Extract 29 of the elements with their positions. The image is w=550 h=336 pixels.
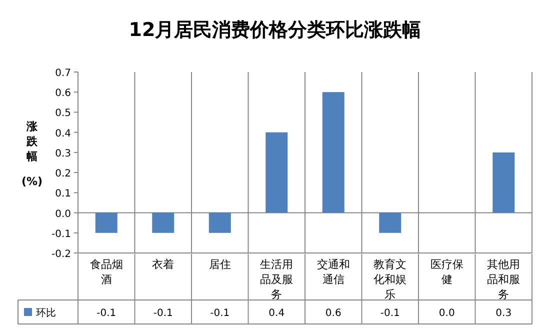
data-label: 0.3 <box>496 308 512 319</box>
data-label: 0.4 <box>268 308 285 319</box>
y-tick-label: 0.1 <box>55 188 71 200</box>
y-tick-label: 0.2 <box>55 168 71 180</box>
x-tick-label: 衣着 <box>152 258 174 271</box>
data-label: 0.6 <box>325 308 342 319</box>
data-label: -0.1 <box>153 308 173 319</box>
y-axis-title: 涨跌幅(%) <box>21 120 43 188</box>
y-tick-label: 0.6 <box>55 88 71 100</box>
data-label: -0.1 <box>96 308 116 319</box>
x-tick-label: 医疗保健 <box>430 258 464 286</box>
x-tick-label: 教育文化和娱乐 <box>374 258 407 301</box>
y-tick-label: 0.3 <box>55 148 71 160</box>
x-tick-label: 居住 <box>208 258 231 271</box>
x-tick-label: 食品烟酒 <box>90 258 123 286</box>
x-tick-label: 其他用品和服务 <box>487 258 520 301</box>
x-tick-label: 生活用品及服务 <box>260 258 294 301</box>
chart-title: 12月居民消费价格分类环比涨跌幅 <box>128 19 422 41</box>
y-tick-label: -0.1 <box>51 228 71 240</box>
y-tick-label: 0.0 <box>55 208 71 220</box>
data-label: -0.1 <box>380 308 400 319</box>
y-tick-label: -0.2 <box>51 249 71 260</box>
data-label: 0.0 <box>438 308 455 319</box>
y-tick-label: 0.7 <box>55 68 71 79</box>
data-label: -0.1 <box>210 308 230 319</box>
legend-label: 环比 <box>36 307 56 319</box>
y-tick-label: 0.4 <box>55 128 71 140</box>
y-tick-label: 0.5 <box>55 108 71 120</box>
x-tick-label: 交通和通信 <box>316 258 350 286</box>
